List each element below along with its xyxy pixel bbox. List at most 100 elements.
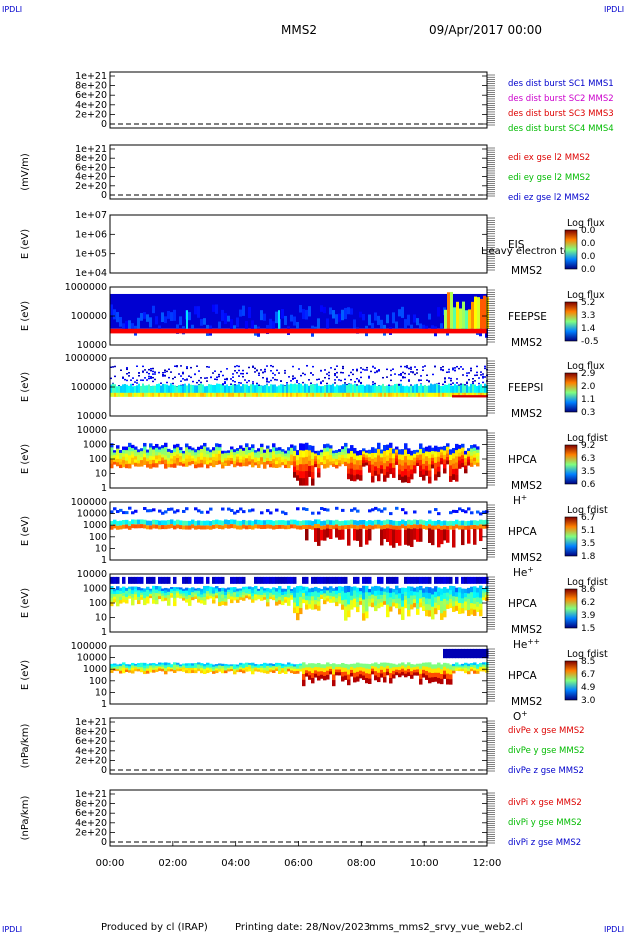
spectrogram-cell xyxy=(326,384,328,396)
spectrogram-cell xyxy=(198,392,200,397)
spectrogram-cell xyxy=(371,598,375,604)
spectrogram-cell xyxy=(428,470,432,478)
spectrogram-cell xyxy=(161,520,165,526)
spectrogram-cell xyxy=(143,591,147,596)
spectrogram-cell xyxy=(134,392,136,397)
spectrogram-cell xyxy=(110,463,114,469)
spectrogram-cell xyxy=(236,384,238,396)
spectrogram-cell xyxy=(182,378,184,380)
spectrogram-cell xyxy=(284,450,288,454)
spectrogram-cell xyxy=(167,448,171,453)
spectrogram-cell xyxy=(458,602,462,609)
spectrogram-cell xyxy=(440,458,444,462)
spectrogram-cell xyxy=(203,589,207,594)
spectrogram-cell xyxy=(131,323,134,330)
spectrogram-cell xyxy=(293,519,297,525)
spectrogram-cell xyxy=(341,529,345,540)
spectrogram-cell xyxy=(131,593,135,599)
spectrogram-cell xyxy=(376,371,378,373)
spectrogram-cell xyxy=(422,666,426,671)
spectrogram-cell xyxy=(311,511,315,515)
spectrogram-cell xyxy=(226,392,228,397)
colorbar-title: Log flux xyxy=(567,290,605,301)
spectrogram-cell xyxy=(326,392,328,397)
spectrogram-cell xyxy=(128,459,132,465)
spectrogram-cell xyxy=(242,369,244,372)
spectrogram-cell xyxy=(263,590,267,594)
spectrogram-cell xyxy=(377,663,381,669)
spectrogram-cell xyxy=(250,392,252,397)
spectrogram-cell xyxy=(269,455,273,459)
spectrogram-cell xyxy=(281,665,285,669)
spectrogram-cell xyxy=(398,385,400,397)
spectrogram-cell xyxy=(188,598,192,603)
spectrogram-cell xyxy=(482,590,486,594)
spectrogram-cell xyxy=(221,465,225,469)
spectrogram-cell xyxy=(398,384,400,387)
spectrogram-cell xyxy=(317,459,321,465)
spectrogram-cell xyxy=(134,665,138,668)
spectrogram-cell xyxy=(380,465,384,470)
spectrogram-cell xyxy=(176,461,180,466)
spectrogram-cell xyxy=(324,376,326,379)
spectrogram-cell xyxy=(203,453,207,458)
spectrogram-cell xyxy=(113,576,117,584)
spectrogram-cell xyxy=(212,524,216,529)
spectrogram-cell xyxy=(341,667,345,673)
spectrogram-cell xyxy=(428,476,432,484)
spectrogram-cell xyxy=(186,392,188,397)
spectrogram-cell xyxy=(222,384,224,386)
spectrogram-cell xyxy=(194,464,198,469)
spectrogram-cell xyxy=(386,524,390,529)
spectrogram-cell xyxy=(125,667,129,671)
spectrogram-cell xyxy=(392,385,394,396)
spectrogram-cell xyxy=(322,385,324,397)
spectrogram-cell xyxy=(476,462,480,467)
spectrogram-cell xyxy=(122,446,126,451)
spectrogram-cell xyxy=(296,455,300,461)
spectrogram-cell xyxy=(266,454,270,459)
spectrogram-cell xyxy=(374,662,378,668)
spectrogram-cell xyxy=(152,385,154,397)
spectrogram-cell xyxy=(110,447,114,452)
spectrogram-cell xyxy=(152,662,156,666)
spectrogram-cell xyxy=(352,392,354,397)
spectrogram-cell xyxy=(224,595,228,599)
spectrogram-cell xyxy=(194,461,198,466)
spectrogram-cell xyxy=(434,474,438,481)
spectrogram-cell xyxy=(458,507,462,511)
spectrogram-cell xyxy=(353,507,357,511)
spectrogram-cell xyxy=(158,576,162,584)
spectrogram-cell xyxy=(131,667,135,671)
spectrogram-cell xyxy=(464,662,468,666)
spectrogram-cell xyxy=(155,459,159,464)
spectrogram-cell xyxy=(444,381,446,383)
spectrogram-cell xyxy=(110,597,114,603)
spectrogram-cell xyxy=(286,392,288,397)
spectrogram-cell xyxy=(131,511,135,515)
spectrogram-cell xyxy=(182,588,186,592)
spectrogram-cell xyxy=(360,376,362,379)
spectrogram-cell xyxy=(185,458,189,463)
spectrogram-cell xyxy=(120,392,122,397)
spectrogram-cell xyxy=(311,587,315,593)
spectrogram-cell xyxy=(478,382,480,385)
spectrogram-cell xyxy=(245,591,249,594)
spectrogram-cell xyxy=(354,392,356,397)
spectrogram-cell xyxy=(425,325,428,332)
spectrogram-cell xyxy=(437,667,441,674)
colorbar-tick-label: 9.2 xyxy=(581,441,595,451)
spectrogram-cell xyxy=(434,576,438,584)
spectrogram-cell xyxy=(197,453,201,458)
spectrogram-cell xyxy=(398,525,402,530)
spectrogram-cell xyxy=(119,316,122,327)
spectrogram-cell xyxy=(356,576,360,584)
spectrogram-cell xyxy=(386,662,390,667)
spectrogram-cell xyxy=(389,576,393,584)
spectrogram-cell xyxy=(293,592,297,599)
spectrogram-cell xyxy=(158,458,162,462)
spectrogram-cell xyxy=(293,587,297,593)
spectrogram-cell xyxy=(164,576,168,584)
spectrogram-cell xyxy=(218,447,222,452)
spectrogram-cell xyxy=(170,461,174,465)
